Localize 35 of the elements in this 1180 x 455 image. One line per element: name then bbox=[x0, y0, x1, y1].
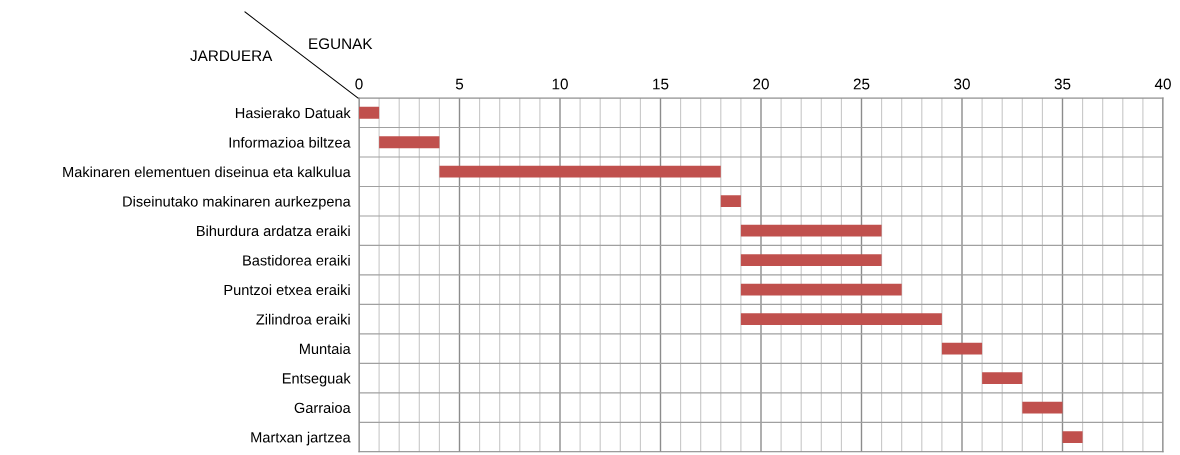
bar bbox=[379, 136, 440, 149]
x-tick-label: 40 bbox=[1154, 78, 1171, 90]
bar bbox=[359, 106, 380, 119]
y-tick-label: Martxan jartzea bbox=[251, 431, 351, 446]
bar bbox=[740, 254, 882, 267]
bar bbox=[1022, 401, 1063, 414]
x-tick-label: 30 bbox=[954, 78, 970, 90]
y-axis-title: JARDUERA bbox=[190, 50, 273, 62]
y-tick-label: Diseinutako makinaren aurkezpena bbox=[123, 195, 351, 210]
y-tick-label: Zilindroa eraiki bbox=[256, 313, 350, 325]
bar bbox=[1062, 431, 1083, 443]
y-tick-label: Hasierako Datuak bbox=[235, 107, 351, 119]
x-tick-label: 5 bbox=[455, 78, 464, 90]
y-tick-label: Bihurdura ardatza eraiki bbox=[197, 225, 350, 237]
y-tick-label: Entseguak bbox=[282, 372, 351, 387]
bar bbox=[740, 224, 882, 237]
y-tick-label: Makinaren elementuen diseinua eta kalkulua bbox=[63, 166, 351, 178]
bar bbox=[439, 165, 721, 178]
y-tick-label: Bastidorea eraiki bbox=[243, 254, 350, 266]
y-tick-label: Garraioa bbox=[294, 402, 351, 414]
x-tick-label: 35 bbox=[1054, 78, 1071, 90]
y-tick-label: Puntzoi etxea eraiki bbox=[224, 284, 350, 296]
y-tick-label: Muntaia bbox=[299, 343, 351, 355]
bar bbox=[720, 195, 741, 208]
bar bbox=[740, 313, 942, 326]
x-tick-label: 0 bbox=[355, 78, 363, 90]
bar bbox=[740, 283, 902, 296]
bar bbox=[941, 342, 983, 355]
x-tick-label: 20 bbox=[753, 78, 769, 90]
x-tick-label: 25 bbox=[853, 78, 870, 90]
y-tick-label: Informazioa biltzea bbox=[229, 136, 351, 148]
x-tick-label: 15 bbox=[653, 78, 669, 90]
x-tick-label: 10 bbox=[552, 78, 568, 90]
bar bbox=[982, 372, 1023, 384]
x-axis-title: EGUNAK bbox=[309, 38, 373, 50]
